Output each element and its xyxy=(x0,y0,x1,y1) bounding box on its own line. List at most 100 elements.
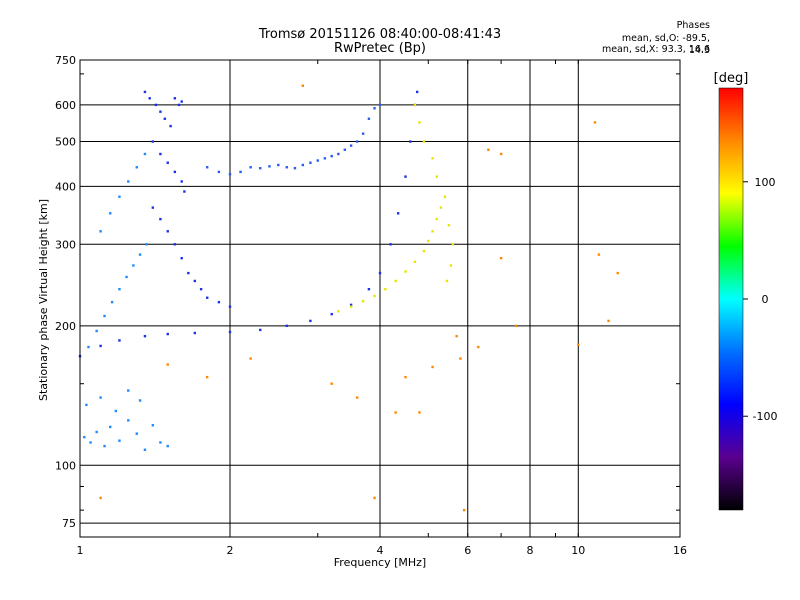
data-point xyxy=(309,161,312,164)
data-point xyxy=(349,305,353,308)
colorbar: 100 0 -100 [deg] xyxy=(714,71,777,511)
data-point xyxy=(404,175,407,178)
data-point xyxy=(199,287,203,291)
data-point xyxy=(259,328,262,332)
data-point xyxy=(99,496,102,500)
data-point xyxy=(455,334,458,338)
data-point xyxy=(389,243,392,246)
data-point xyxy=(413,103,417,107)
data-point xyxy=(159,217,162,221)
data-point xyxy=(110,300,114,304)
data-point xyxy=(422,140,426,143)
data-point xyxy=(217,300,221,304)
data-point xyxy=(447,223,451,227)
data-point xyxy=(330,154,333,158)
data-point xyxy=(205,296,209,299)
stats-header: Phases xyxy=(676,20,710,31)
data-point xyxy=(577,343,580,347)
colorbar-gradient xyxy=(718,87,744,511)
y-tick-label: 400 xyxy=(55,180,76,193)
data-point xyxy=(422,249,426,253)
x-tick-label: 8 xyxy=(527,544,534,557)
data-point xyxy=(180,100,183,103)
data-point xyxy=(87,345,90,349)
data-point xyxy=(431,157,434,160)
y-tick-label: 750 xyxy=(55,54,76,67)
y-tick-label: 200 xyxy=(55,320,76,333)
x-tick-label: 2 xyxy=(227,544,234,557)
stats-x-mode: mean, sd,X: 93.3, 16.6 xyxy=(601,44,710,55)
data-point xyxy=(114,409,118,413)
data-point xyxy=(83,435,86,439)
x-tick-label: 16 xyxy=(673,544,687,557)
data-point xyxy=(431,230,434,233)
data-point xyxy=(166,363,169,366)
data-point xyxy=(118,339,121,342)
data-point xyxy=(125,275,128,279)
data-point xyxy=(148,97,151,100)
data-point xyxy=(166,332,169,336)
data-point xyxy=(135,166,138,169)
data-point xyxy=(109,212,112,215)
data-points xyxy=(78,84,619,512)
y-axis-label: Stationary phase Virtual Height [km] xyxy=(37,199,50,401)
data-point xyxy=(373,496,376,500)
data-point xyxy=(477,345,480,349)
data-point xyxy=(118,195,121,198)
data-point xyxy=(373,107,376,110)
data-point xyxy=(151,424,155,427)
data-point xyxy=(316,159,319,162)
data-point xyxy=(301,84,305,87)
data-point xyxy=(301,163,305,167)
data-point xyxy=(378,103,382,107)
y-tick-label: 300 xyxy=(55,238,76,251)
data-point xyxy=(159,152,162,156)
y-tick-label: 500 xyxy=(55,136,76,149)
data-point xyxy=(154,103,158,107)
data-point xyxy=(361,132,365,135)
data-point xyxy=(597,253,601,256)
data-point xyxy=(180,256,183,260)
data-point xyxy=(418,121,421,124)
data-point xyxy=(143,152,147,156)
data-point xyxy=(228,305,232,308)
data-point xyxy=(293,166,297,170)
data-point xyxy=(166,161,169,164)
data-point xyxy=(163,117,167,120)
data-point xyxy=(103,444,106,448)
data-point xyxy=(173,170,177,174)
data-point xyxy=(373,294,376,298)
data-point xyxy=(337,310,340,313)
data-point xyxy=(394,411,397,414)
data-point xyxy=(355,396,359,399)
data-point xyxy=(127,180,130,183)
data-point xyxy=(138,253,142,256)
y-tick-label: 600 xyxy=(55,99,76,112)
data-point xyxy=(367,117,371,120)
data-point xyxy=(443,195,447,198)
data-point xyxy=(499,152,503,156)
data-point xyxy=(435,217,438,221)
x-tick-label: 10 xyxy=(571,544,585,557)
data-point xyxy=(259,166,262,170)
data-point xyxy=(169,124,172,128)
colorbar-tick-label: 0 xyxy=(762,293,769,306)
data-point xyxy=(404,270,407,273)
data-point xyxy=(217,170,221,174)
data-point xyxy=(459,357,462,360)
data-point xyxy=(451,243,455,246)
data-point xyxy=(409,140,412,143)
data-point xyxy=(109,425,112,429)
data-point xyxy=(249,166,252,169)
data-point xyxy=(462,508,466,512)
data-point xyxy=(435,175,438,178)
data-point xyxy=(378,271,382,275)
data-point xyxy=(99,396,102,399)
x-tick-label: 6 xyxy=(464,544,471,557)
data-point xyxy=(285,166,288,169)
data-point xyxy=(193,331,197,335)
data-point xyxy=(118,287,121,291)
grid xyxy=(80,60,680,537)
data-point xyxy=(343,148,347,151)
